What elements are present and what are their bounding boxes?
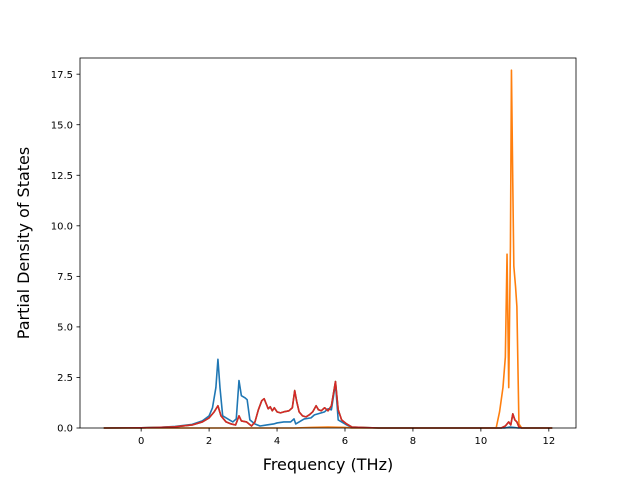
x-tick-label: 6 bbox=[342, 436, 348, 447]
x-tick-label: 10 bbox=[475, 436, 488, 447]
x-tick-label: 8 bbox=[410, 436, 416, 447]
x-axis-ticks: 0 2 4 6 8 10 12 bbox=[138, 428, 555, 447]
y-tick-label: 17.5 bbox=[51, 70, 73, 81]
x-axis-label: Frequency (THz) bbox=[263, 455, 393, 474]
x-tick-label: 4 bbox=[274, 436, 280, 447]
y-axis-ticks: 0.0 2.5 5.0 7.5 10.0 12.5 15.0 17.5 bbox=[51, 70, 80, 435]
series-line-1 bbox=[103, 358, 553, 429]
plot-frame bbox=[79, 57, 577, 429]
y-tick-label: 2.5 bbox=[57, 373, 73, 384]
x-tick-label: 2 bbox=[206, 436, 212, 447]
y-tick-label: 5.0 bbox=[57, 323, 73, 334]
x-tick-label: 12 bbox=[542, 436, 555, 447]
series-line-2 bbox=[103, 69, 553, 429]
y-axis-label: Partial Density of States bbox=[14, 147, 33, 339]
x-tick-label: 0 bbox=[138, 436, 144, 447]
y-tick-label: 15.0 bbox=[51, 120, 73, 131]
y-tick-label: 12.5 bbox=[51, 171, 73, 182]
y-tick-label: 0.0 bbox=[57, 424, 73, 435]
y-tick-label: 10.0 bbox=[51, 221, 73, 232]
y-tick-label: 7.5 bbox=[57, 272, 73, 283]
